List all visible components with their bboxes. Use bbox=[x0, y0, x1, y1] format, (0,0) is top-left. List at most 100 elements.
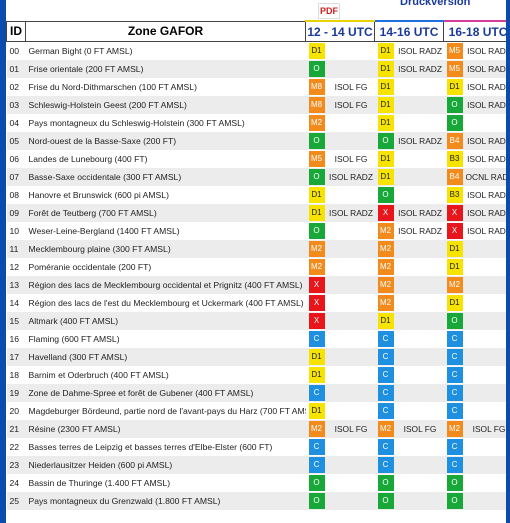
weather-note: ISOL RADZ bbox=[465, 204, 506, 222]
condition-cell: X bbox=[374, 204, 397, 222]
condition-cell: O bbox=[443, 96, 466, 114]
print-version-link[interactable]: Druckversion bbox=[400, 0, 471, 8]
zone-id: 25 bbox=[6, 492, 26, 510]
condition-badge: D1 bbox=[377, 43, 394, 59]
zone-name: Schleswig-Holstein Geest (200 FT AMSL) bbox=[25, 96, 306, 114]
zone-name: Forêt de Teutberg (700 FT AMSL) bbox=[25, 204, 306, 222]
condition-cell: B3 bbox=[443, 150, 466, 168]
weather-note bbox=[327, 348, 375, 366]
condition-cell: C bbox=[374, 348, 397, 366]
header-zone: Zone GAFOR bbox=[25, 20, 306, 42]
weather-note bbox=[465, 366, 506, 384]
zone-name: Flaming (600 FT AMSL) bbox=[25, 330, 306, 348]
weather-note bbox=[396, 294, 444, 312]
condition-badge: C bbox=[377, 457, 394, 473]
condition-badge: M2 bbox=[308, 421, 325, 437]
condition-cell: D1 bbox=[374, 114, 397, 132]
condition-badge: C bbox=[308, 439, 325, 455]
condition-badge: O bbox=[308, 61, 325, 77]
zone-name: Weser-Leine-Bergland (1400 FT AMSL) bbox=[25, 222, 306, 240]
condition-cell: C bbox=[443, 330, 466, 348]
condition-badge: X bbox=[446, 205, 463, 221]
condition-badge: D1 bbox=[446, 295, 463, 311]
condition-badge: M2 bbox=[446, 421, 463, 437]
weather-note bbox=[327, 276, 375, 294]
zone-id: 18 bbox=[6, 366, 26, 384]
condition-cell: M2 bbox=[443, 276, 466, 294]
condition-badge: O bbox=[377, 133, 394, 149]
condition-cell: X bbox=[443, 204, 466, 222]
weather-note bbox=[465, 438, 506, 456]
weather-note bbox=[396, 186, 444, 204]
zone-name: Mecklembourg plaine (300 FT AMSL) bbox=[25, 240, 306, 258]
condition-badge: D1 bbox=[377, 151, 394, 167]
weather-note: ISOL RADZ bbox=[396, 60, 444, 78]
condition-cell: D1 bbox=[305, 348, 328, 366]
weather-note: ISOL RADZ bbox=[465, 96, 506, 114]
table-row: 17 Havelland (300 FT AMSL) D1 C C bbox=[6, 348, 506, 366]
zone-name: Barnim et Oderbruch (400 FT AMSL) bbox=[25, 366, 306, 384]
zone-id: 17 bbox=[6, 348, 26, 366]
condition-cell: M2 bbox=[305, 258, 328, 276]
condition-cell: O bbox=[374, 492, 397, 510]
condition-cell: C bbox=[443, 438, 466, 456]
condition-badge: M2 bbox=[377, 421, 394, 437]
zone-id: 10 bbox=[6, 222, 26, 240]
weather-note bbox=[396, 438, 444, 456]
condition-cell: C bbox=[374, 402, 397, 420]
condition-badge: X bbox=[308, 313, 325, 329]
condition-badge: M2 bbox=[377, 259, 394, 275]
table-row: 03 Schleswig-Holstein Geest (200 FT AMSL)… bbox=[6, 96, 506, 114]
weather-note bbox=[327, 438, 375, 456]
weather-note bbox=[396, 150, 444, 168]
condition-badge: C bbox=[446, 403, 463, 419]
condition-badge: O bbox=[308, 169, 325, 185]
condition-cell: C bbox=[305, 330, 328, 348]
condition-badge: O bbox=[308, 133, 325, 149]
table-row: 12 Poméranie occidentale (200 FT) M2 M2 D1 bbox=[6, 258, 506, 276]
condition-cell: C bbox=[305, 456, 328, 474]
zone-name: Poméranie occidentale (200 FT) bbox=[25, 258, 306, 276]
condition-cell: O bbox=[305, 132, 328, 150]
zone-id: 02 bbox=[6, 78, 26, 96]
condition-badge: D1 bbox=[308, 367, 325, 383]
condition-badge: O bbox=[446, 493, 463, 509]
weather-note bbox=[465, 474, 506, 492]
table-row: 21 Résine (2300 FT AMSL) M2 ISOL FG M2 ISOL F… bbox=[6, 420, 506, 438]
weather-note: ISOL RADZ bbox=[327, 168, 375, 186]
zone-id: 01 bbox=[6, 60, 26, 78]
weather-note bbox=[327, 186, 375, 204]
condition-cell: M8 bbox=[305, 78, 328, 96]
weather-note: ISOL FG bbox=[327, 420, 375, 438]
zone-id: 04 bbox=[6, 114, 26, 132]
weather-note: ISOL RADZ bbox=[396, 132, 444, 150]
zone-id: 20 bbox=[6, 402, 26, 420]
condition-cell: C bbox=[374, 384, 397, 402]
condition-cell: O bbox=[305, 474, 328, 492]
weather-note: ISOL RADZ bbox=[396, 41, 444, 60]
zone-id: 08 bbox=[6, 186, 26, 204]
header-16-18-utc: 16-18 UTC bbox=[443, 20, 506, 42]
condition-badge: C bbox=[446, 367, 463, 383]
pdf-icon[interactable]: PDF bbox=[318, 3, 340, 19]
condition-cell: O bbox=[443, 474, 466, 492]
condition-cell: M2 bbox=[443, 420, 466, 438]
weather-note bbox=[465, 348, 506, 366]
condition-cell: C bbox=[374, 438, 397, 456]
weather-note bbox=[327, 294, 375, 312]
weather-note bbox=[327, 114, 375, 132]
condition-badge: C bbox=[446, 385, 463, 401]
weather-note bbox=[327, 366, 375, 384]
condition-badge: M2 bbox=[308, 115, 325, 131]
condition-badge: C bbox=[377, 439, 394, 455]
condition-cell: O bbox=[305, 222, 328, 240]
condition-cell: C bbox=[443, 366, 466, 384]
table-row: 02 Frise du Nord-Dithmarschen (100 FT AMS… bbox=[6, 78, 506, 96]
condition-cell: D1 bbox=[443, 78, 466, 96]
condition-badge: D1 bbox=[377, 169, 394, 185]
condition-cell: M2 bbox=[374, 276, 397, 294]
condition-badge: X bbox=[377, 205, 394, 221]
table-row: 20 Magdeburger Bördeund, partie nord de l… bbox=[6, 402, 506, 420]
zone-name: Pays montagneux du Schleswig-Holstein (3… bbox=[25, 114, 306, 132]
condition-cell: D1 bbox=[443, 258, 466, 276]
